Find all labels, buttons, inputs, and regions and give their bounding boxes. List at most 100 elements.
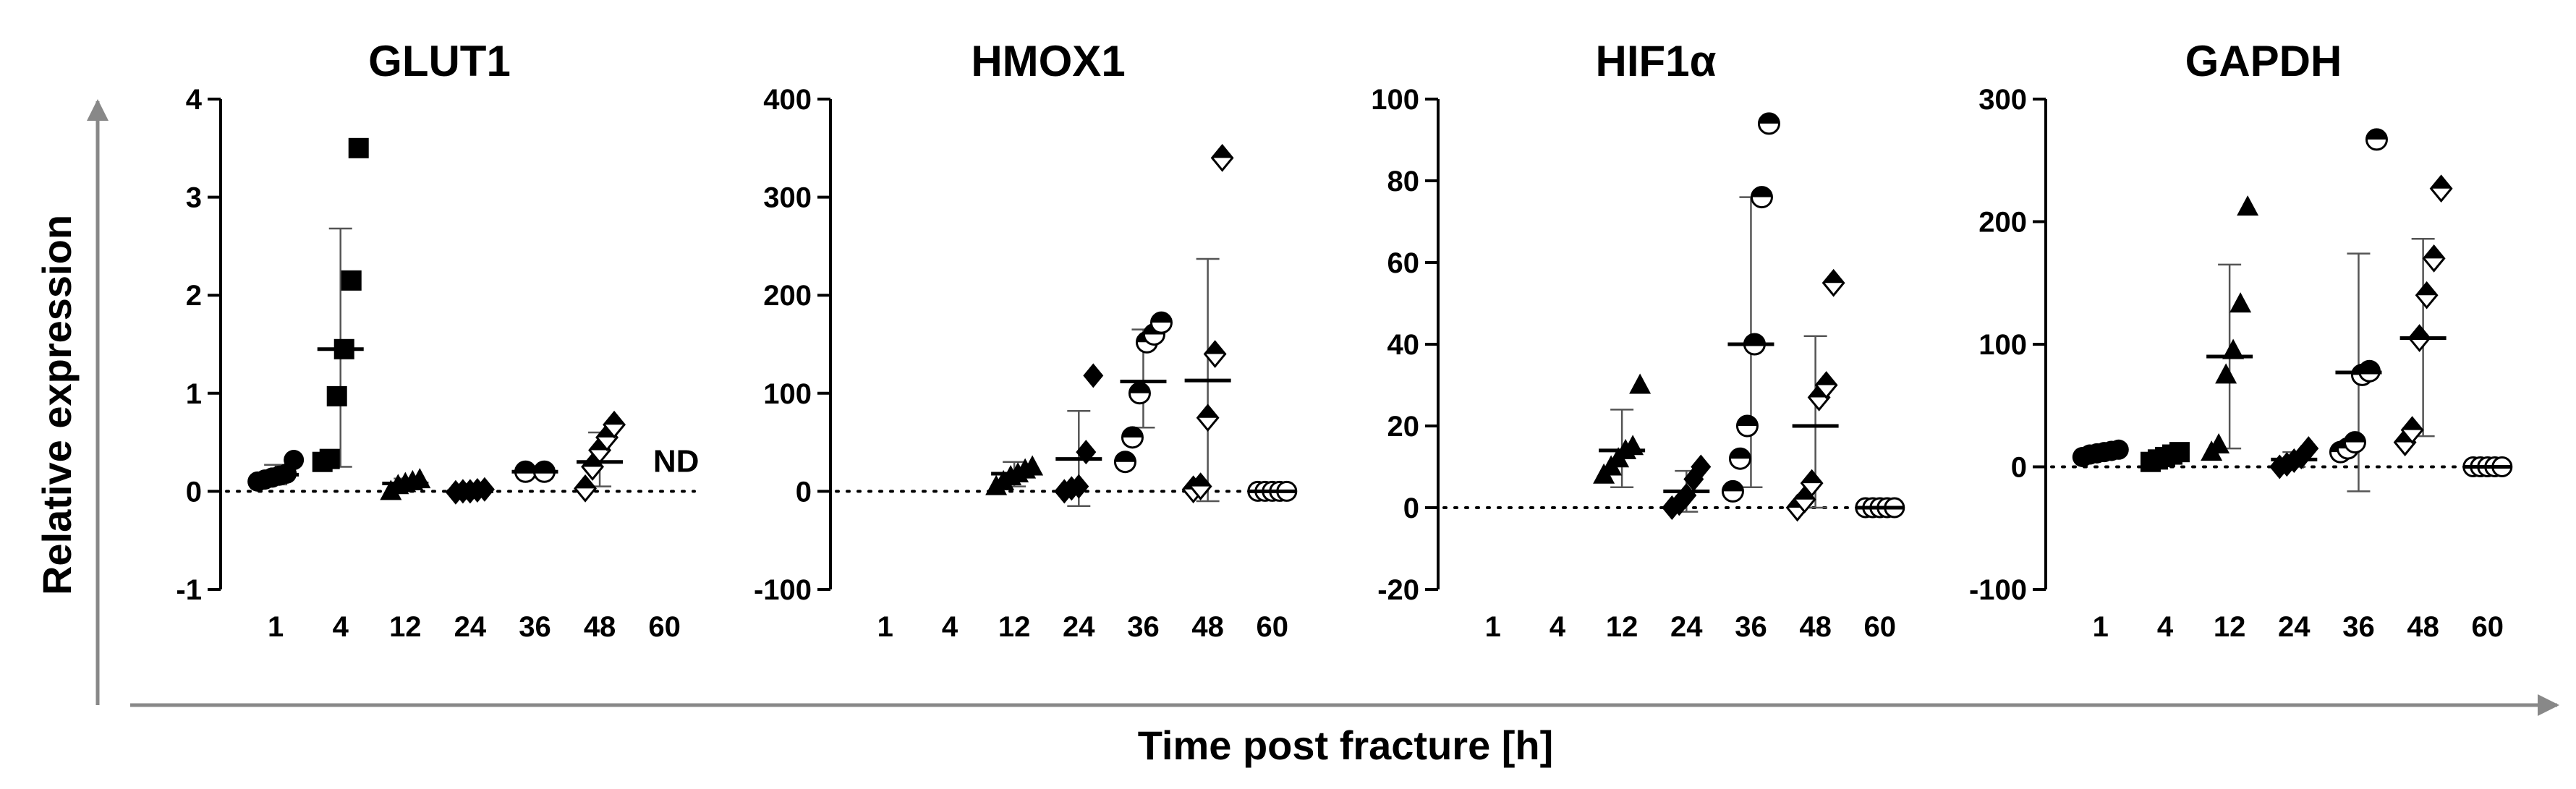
y-tick-label: -100 (1969, 574, 2027, 606)
data-point (1149, 311, 1173, 334)
y-tick-label: 100 (1978, 329, 2027, 361)
x-tick-label: 1 (2093, 611, 2109, 643)
data-group-24 (445, 477, 495, 505)
y-tick-label: 0 (186, 476, 202, 508)
data-group-24 (1054, 363, 1104, 507)
data-point (2343, 431, 2366, 454)
y-tick-label: 0 (1403, 492, 1419, 524)
data-point (2400, 416, 2424, 445)
data-point (2237, 195, 2259, 216)
y-tick-label: 200 (1978, 207, 2027, 239)
x-tick-label: 4 (942, 611, 958, 643)
data-point (2229, 292, 2252, 313)
y-tick-label: -1 (176, 574, 202, 606)
data-point (2108, 439, 2129, 460)
x-tick-label: 12 (998, 611, 1031, 643)
x-tick-label: 1 (1485, 611, 1501, 643)
x-tick-label: 36 (519, 611, 551, 643)
data-group-60 (1855, 497, 1905, 519)
data-point (1676, 483, 1697, 508)
y-tick-label: 400 (763, 84, 812, 116)
data-point (1113, 451, 1136, 474)
x-tick-label: 60 (1864, 611, 1897, 643)
data-group-12 (2201, 195, 2259, 461)
data-group-48 (1785, 268, 1845, 522)
x-tick-label: 12 (1606, 611, 1638, 643)
data-point (319, 448, 340, 469)
data-point (1210, 144, 1234, 172)
y-tick-label: 300 (763, 182, 812, 214)
data-group-4 (312, 137, 369, 472)
y-tick-label: 100 (1371, 84, 1419, 116)
chart-title: HIF1α (1596, 37, 1717, 85)
data-point (1757, 112, 1780, 135)
data-point (1814, 371, 1838, 399)
x-tick-label: 24 (2278, 611, 2311, 643)
y-tick-label: 200 (763, 280, 812, 312)
x-tick-label: 36 (2342, 611, 2375, 643)
chart-title: HMOX1 (971, 37, 1125, 85)
y-tick-label: 20 (1387, 411, 1420, 443)
chart-title: GAPDH (2185, 37, 2342, 85)
data-point (1121, 426, 1144, 449)
data-point (2365, 128, 2388, 151)
y-tick-label: -100 (754, 574, 812, 606)
data-group-12 (985, 455, 1044, 495)
x-tick-label: 60 (648, 611, 681, 643)
annotation-label: ND (653, 444, 700, 479)
data-point (1083, 363, 1104, 388)
data-group-36 (511, 460, 558, 483)
data-group-4 (2140, 442, 2190, 472)
figure-y-axis-label: Relative expression (34, 215, 80, 595)
data-point (1068, 474, 1089, 499)
x-tick-label: 48 (2407, 611, 2439, 643)
x-tick-label: 60 (2472, 611, 2504, 643)
y-tick-label: 100 (763, 378, 812, 410)
chart-panel-3: HIF1α -20 0 20 40 60 80 100 1 4 12 24 36 48 60 (1371, 37, 1911, 643)
data-group-48 (574, 410, 626, 503)
data-point (1021, 455, 1044, 476)
data-point (348, 137, 369, 158)
data-group-48 (2393, 174, 2453, 456)
data-point (2208, 432, 2230, 453)
y-tick-label: -20 (1377, 574, 1419, 606)
data-group-60 (1247, 480, 1298, 502)
chart-title: GLUT1 (368, 37, 511, 85)
data-group-12 (380, 468, 431, 500)
data-group-36 (1113, 311, 1173, 474)
data-point (341, 270, 362, 291)
y-tick-label: 40 (1387, 329, 1420, 361)
y-tick-label: 2 (186, 280, 202, 312)
x-tick-label: 1 (268, 611, 284, 643)
chart-panel-4: GAPDH -100 0 100 200 300 1 4 12 24 36 48 60 (1969, 37, 2519, 643)
x-tick-label: 24 (454, 611, 487, 643)
y-tick-label: 80 (1387, 166, 1420, 197)
y-tick-label: 0 (796, 476, 812, 508)
x-tick-label: 4 (2157, 611, 2174, 643)
data-point (1196, 404, 1220, 432)
figure-x-axis-label: Time post fracture [h] (1138, 722, 1554, 768)
x-tick-label: 24 (1063, 611, 1095, 643)
data-point (1691, 454, 1712, 479)
data-point (1189, 472, 1212, 500)
y-tick-label: 3 (186, 182, 202, 214)
data-group-24 (1662, 454, 1712, 520)
data-group-12 (1593, 373, 1652, 488)
data-point (2422, 244, 2446, 273)
x-tick-label: 60 (1257, 611, 1289, 643)
data-point (2215, 363, 2237, 384)
data-point (284, 450, 305, 471)
x-tick-label: 24 (1670, 611, 1703, 643)
x-tick-label: 48 (584, 611, 616, 643)
data-point (2222, 338, 2245, 359)
data-point (2415, 281, 2439, 310)
x-tick-label: 12 (389, 611, 422, 643)
x-tick-label: 36 (1127, 611, 1160, 643)
data-point (1822, 268, 1845, 297)
data-group-1 (247, 450, 305, 492)
y-tick-label: 4 (186, 84, 203, 116)
data-point (2169, 442, 2190, 463)
